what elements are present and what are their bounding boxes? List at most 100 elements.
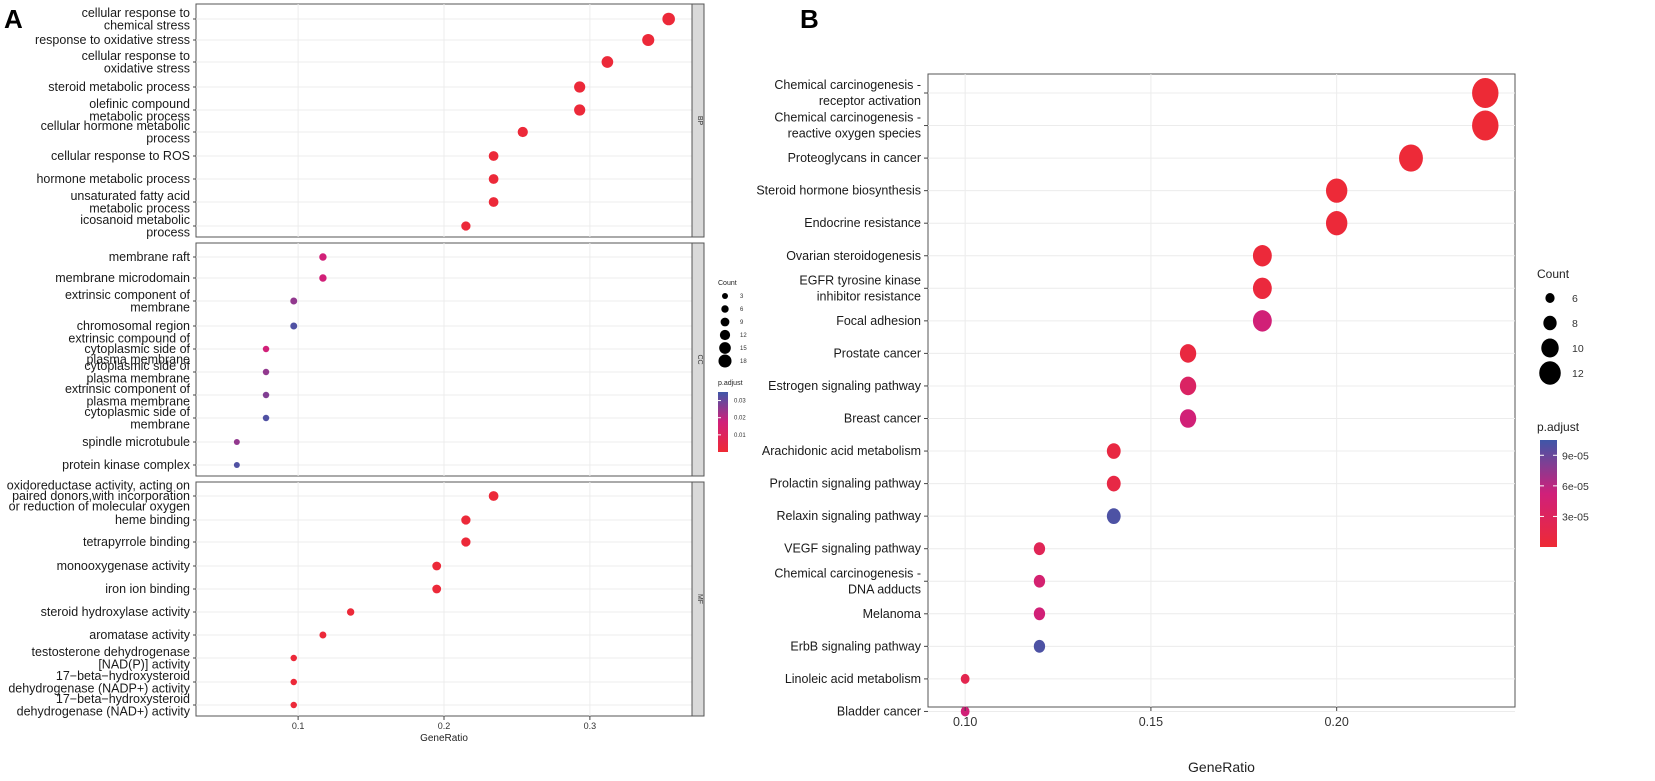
- data-point: [601, 56, 614, 68]
- term-label: Bladder cancer: [837, 704, 921, 718]
- size-legend-label: 9: [740, 320, 744, 326]
- data-point: [1472, 77, 1499, 109]
- data-point: [1106, 443, 1121, 459]
- facet-strip: [691, 242, 705, 477]
- data-point: [1252, 245, 1272, 267]
- data-point: [488, 491, 499, 501]
- data-point: [574, 104, 586, 116]
- term-label: process: [146, 131, 190, 145]
- size-legend-label: 6: [1572, 293, 1578, 305]
- data-point: [960, 706, 970, 717]
- data-point: [290, 322, 298, 330]
- term-label: Proteoglycans in cancer: [788, 151, 921, 165]
- colorbar: [1540, 440, 1557, 547]
- size-legend-dot: [718, 354, 732, 368]
- data-point: [290, 297, 298, 305]
- data-point: [461, 515, 471, 525]
- size-legend-dot: [1545, 292, 1555, 304]
- term-label: Ovarian steroidogenesis: [786, 249, 921, 263]
- size-legend-label: 12: [740, 333, 747, 339]
- term-label: Chemical carcinogenesis -: [774, 78, 921, 92]
- term-label: cellular hormone metabolic: [41, 119, 190, 133]
- term-label: oxidative stress: [104, 61, 190, 75]
- x-axis-title: GeneRatio: [420, 733, 468, 744]
- data-point: [574, 81, 586, 93]
- term-label: membrane: [130, 300, 190, 314]
- data-point: [432, 561, 442, 571]
- term-label: olefinic compound: [89, 97, 190, 111]
- term-label: extrinsic component of: [65, 288, 191, 302]
- term-label: extrinsic compound of: [68, 332, 190, 346]
- term-label: chemical stress: [104, 18, 190, 32]
- term-label: ErbB signaling pathway: [790, 639, 921, 653]
- term-label: steroid hydroxylase activity: [41, 605, 191, 619]
- colorbar-label: 0.02: [734, 416, 746, 422]
- data-point: [1325, 178, 1348, 203]
- size-legend-label: 12: [1572, 368, 1584, 380]
- term-label: or reduction of molecular oxygen: [9, 500, 190, 514]
- term-label: Relaxin signaling pathway: [776, 509, 921, 523]
- data-point: [290, 678, 297, 686]
- term-label: Endocrine resistance: [804, 216, 921, 230]
- data-point: [1179, 409, 1197, 428]
- x-axis-title: GeneRatio: [1188, 759, 1255, 775]
- data-point: [1033, 574, 1046, 588]
- size-legend-dot: [1543, 315, 1557, 331]
- term-label: plasma membrane: [86, 371, 190, 385]
- x-tick-label: 0.15: [1139, 715, 1163, 729]
- size-legend-dot: [1541, 338, 1559, 358]
- term-label: icosanoid metabolic: [80, 213, 190, 227]
- term-label: extrinsic component of: [65, 382, 191, 396]
- term-label: plasma membrane: [86, 394, 190, 408]
- term-label: heme binding: [115, 513, 190, 527]
- size-legend-label: 18: [740, 359, 747, 365]
- size-legend-dot: [719, 329, 731, 341]
- data-point: [461, 221, 471, 231]
- colorbar-label: 9e-05: [1562, 450, 1589, 462]
- data-point: [290, 654, 297, 662]
- term-label: metabolic process: [89, 109, 190, 123]
- data-point: [461, 537, 471, 547]
- data-point: [262, 368, 270, 376]
- term-label: plasma membrane: [86, 353, 190, 367]
- term-label: metabolic process: [89, 201, 190, 215]
- panel-b-label: B: [800, 4, 819, 34]
- term-label: Melanoma: [863, 607, 921, 621]
- facet-cc: CC membrane raft membrane microdomain extri…: [55, 242, 705, 477]
- size-legend-title: Count: [1537, 267, 1570, 281]
- data-point: [1472, 110, 1499, 141]
- term-label: inhibitor resistance: [817, 289, 921, 303]
- data-point: [1325, 211, 1348, 236]
- term-label: Linoleic acid metabolism: [785, 672, 921, 686]
- term-label: paired donors,with incorporation: [12, 489, 190, 503]
- term-label: cytoplasmic side of: [84, 405, 190, 419]
- term-label: reactive oxygen species: [788, 127, 921, 141]
- term-label: cytoplasmic side of: [84, 342, 190, 356]
- colorbar-label: 0.03: [734, 399, 746, 405]
- term-label: protein kinase complex: [62, 458, 191, 472]
- data-point: [319, 274, 327, 282]
- term-label: testosterone dehydrogenase: [32, 645, 190, 659]
- x-tick-label: 0.10: [953, 715, 977, 729]
- data-point: [1252, 310, 1272, 332]
- facet-strip-label: MF: [696, 594, 703, 604]
- x-tick-label: 0.2: [438, 721, 451, 731]
- term-label: cellular response to ROS: [51, 149, 190, 163]
- data-point: [319, 253, 327, 261]
- data-point: [662, 12, 675, 26]
- size-legend-dot: [722, 293, 728, 299]
- x-tick-label: 0.20: [1324, 715, 1348, 729]
- colorbar-label: 0.01: [734, 433, 746, 439]
- size-legend-label: 10: [1572, 343, 1584, 355]
- data-point: [517, 126, 528, 138]
- data-point: [1106, 475, 1121, 492]
- term-label: dehydrogenase (NADP+) activity: [8, 681, 190, 695]
- data-point: [1033, 607, 1046, 621]
- facet-strip-label: BP: [696, 116, 703, 126]
- term-label: Steroid hormone biosynthesis: [756, 184, 921, 198]
- size-legend-title: Count: [718, 280, 737, 287]
- size-legend-dot: [1539, 361, 1561, 385]
- term-label: receptor activation: [819, 94, 921, 108]
- term-label: aromatase activity: [89, 628, 190, 642]
